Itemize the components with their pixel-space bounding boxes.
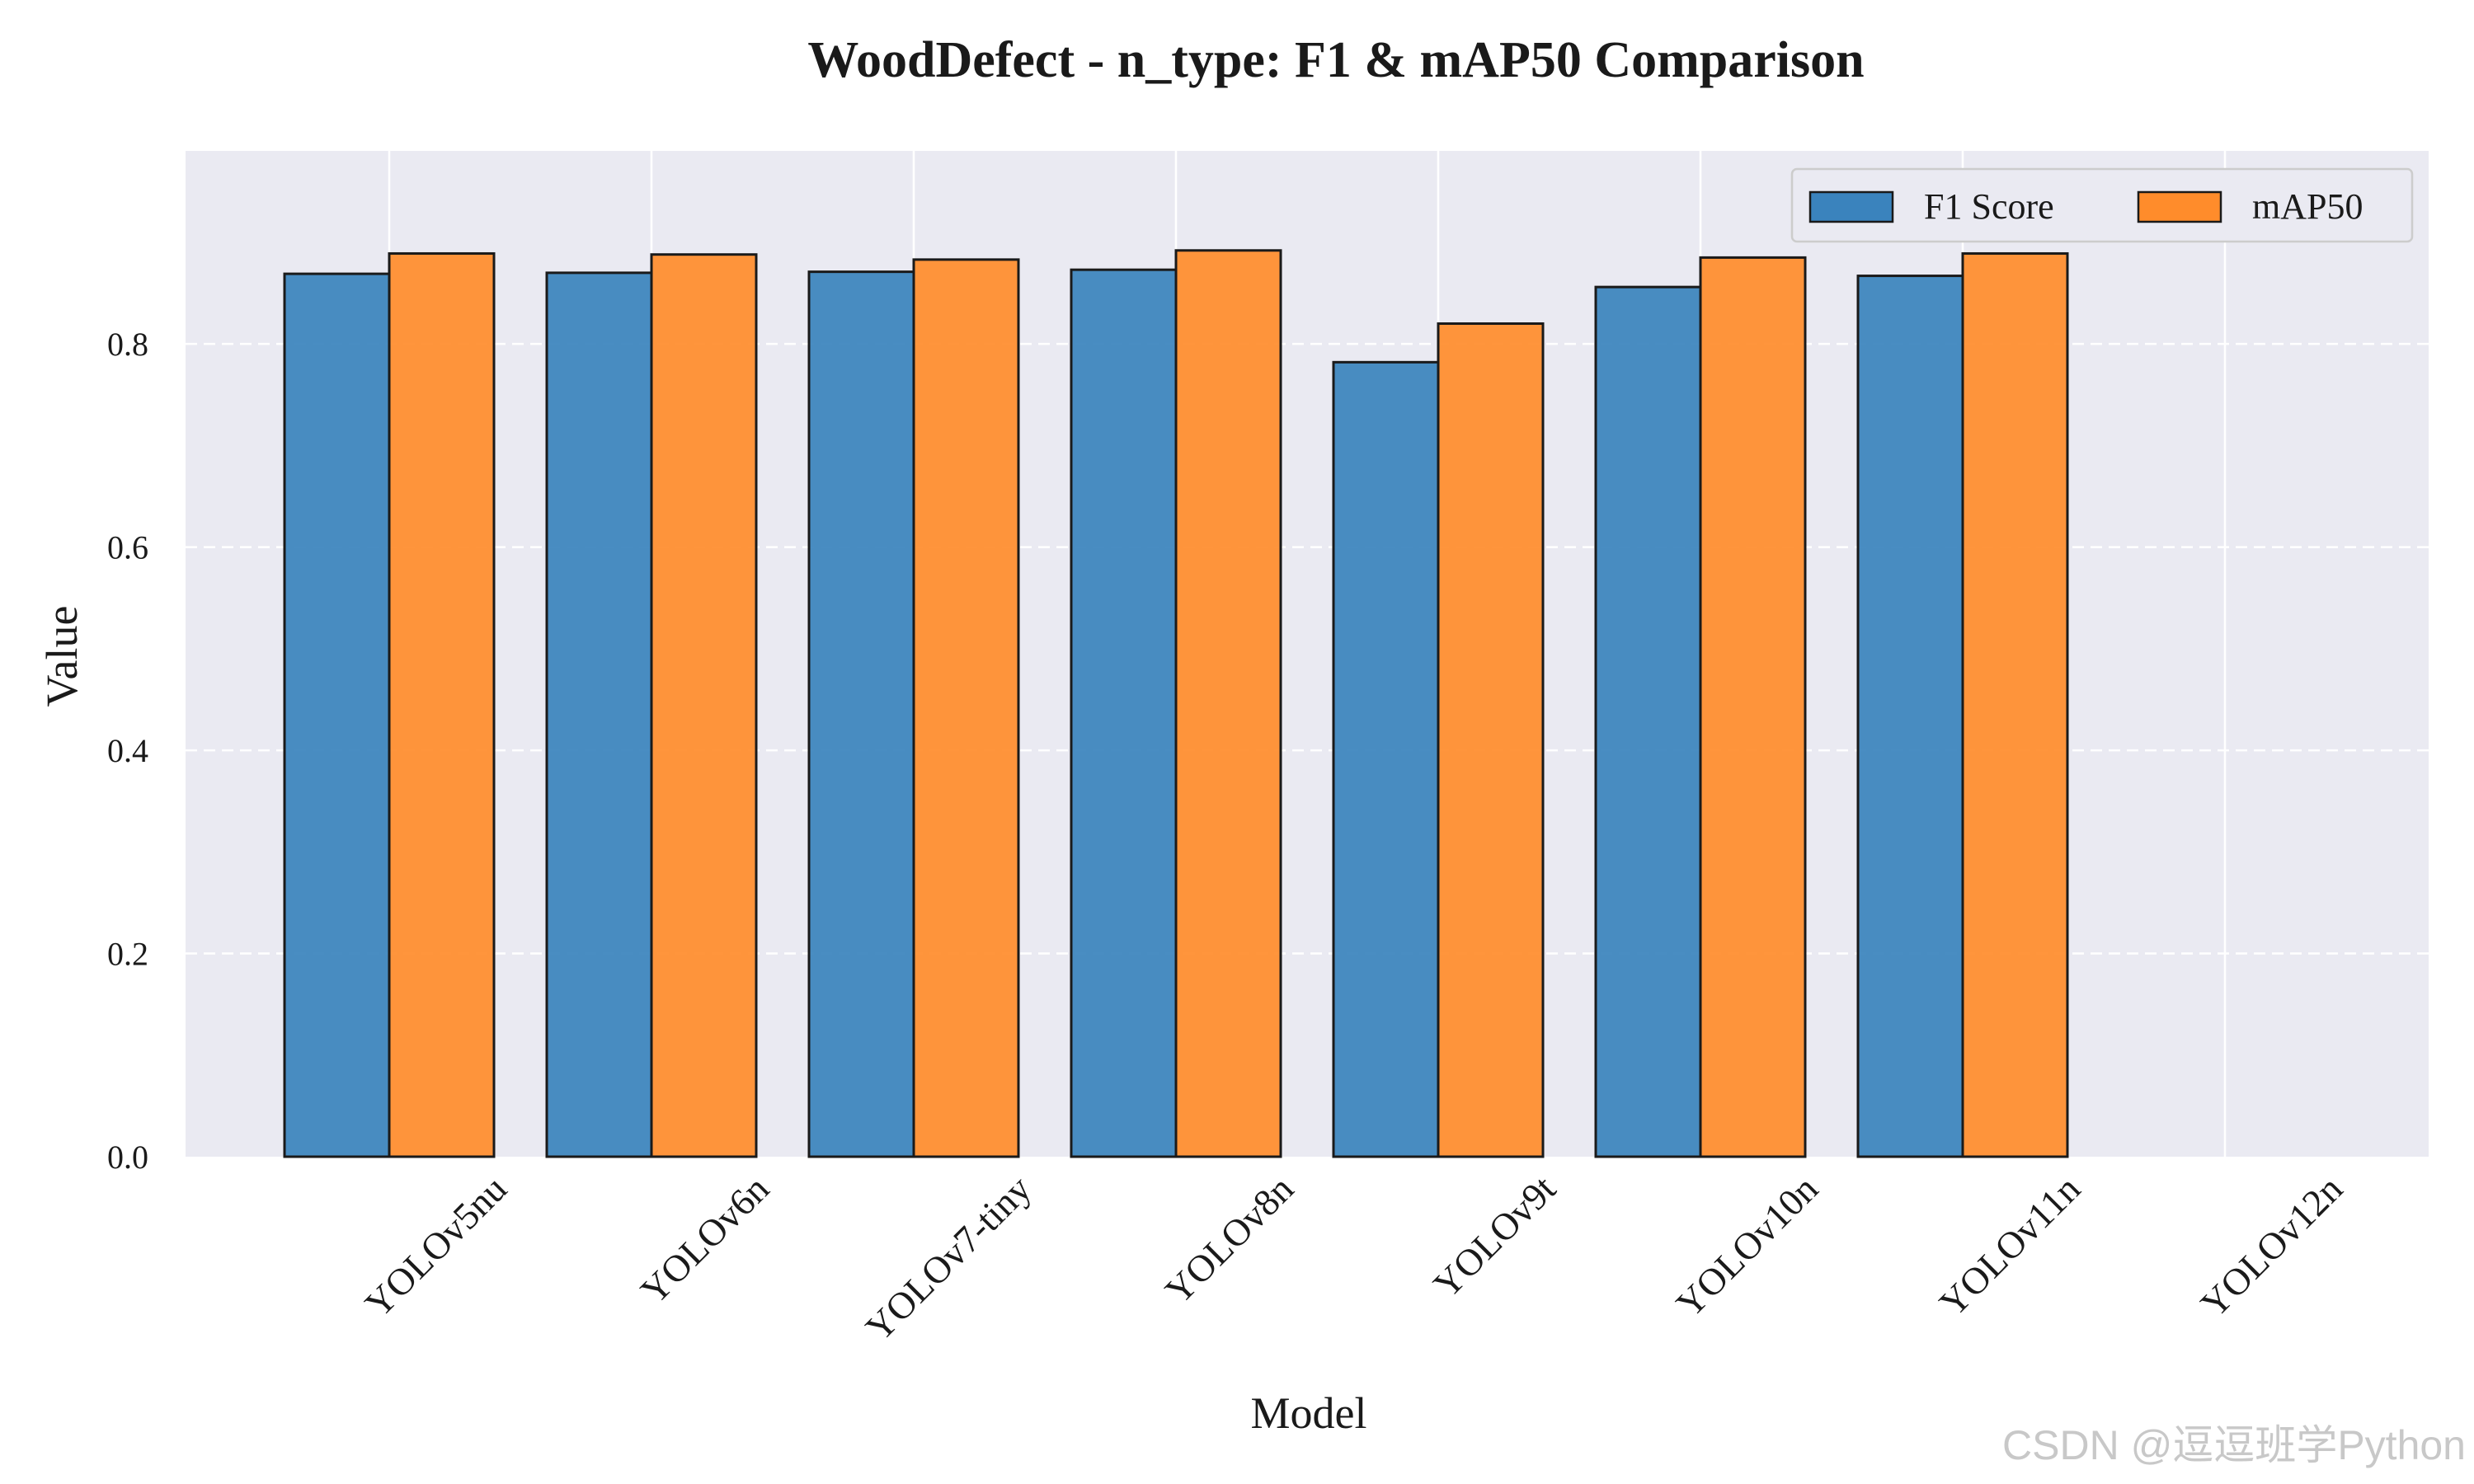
bar-f1-score — [807, 270, 915, 1158]
legend-label: mAP50 — [2252, 186, 2363, 227]
legend-swatch — [1808, 190, 1894, 223]
chart-title: WoodDefect - n_type: F1 & mAP50 Comparis… — [807, 32, 1864, 88]
x-tick-label: YOLOv8n — [1157, 1167, 1301, 1312]
x-tick-label: YOLOv12n — [2193, 1167, 2350, 1325]
plot-area — [186, 151, 2429, 1158]
y-tick-label: 0.8 — [107, 326, 148, 363]
y-axis-ticks: 0.0 0.2 0.4 0.6 0.8 — [107, 326, 148, 1176]
bar-f1-score — [1070, 268, 1178, 1158]
watermark: CSDN @逗逗班学Python — [2002, 1422, 2466, 1468]
plot-background — [186, 151, 2429, 1157]
legend-label: F1 Score — [1924, 186, 2054, 227]
legend-box — [1790, 167, 2414, 243]
x-axis-ticks: YOLOv5nu YOLOv6n YOLOv7-tiny YOLOv8n YOLOv9t… — [357, 1167, 2350, 1350]
bar-map50 — [1174, 249, 1282, 1158]
bar-f1-score — [1856, 275, 1964, 1158]
bar-f1-score — [1332, 360, 1440, 1158]
legend: F1 Score mAP50 — [1790, 167, 2414, 243]
x-tick-label: YOLOv9t — [1425, 1167, 1564, 1306]
x-tick-label: YOLOv11n — [1931, 1167, 2088, 1324]
x-tick-label: YOLOv5nu — [357, 1167, 515, 1325]
bar-f1-score — [545, 271, 653, 1158]
bar-map50 — [1437, 322, 1545, 1158]
bar-map50 — [388, 251, 496, 1158]
legend-swatch — [2137, 190, 2222, 223]
bar-f1-score — [1594, 285, 1702, 1158]
x-axis-label: Model — [1251, 1388, 1367, 1438]
x-tick-label: YOLOv10n — [1668, 1167, 1826, 1325]
y-tick-label: 0.6 — [107, 529, 148, 566]
y-tick-label: 0.0 — [107, 1139, 148, 1176]
y-tick-label: 0.4 — [107, 732, 148, 769]
bar-map50 — [1961, 251, 2069, 1158]
bar-map50 — [912, 258, 1020, 1158]
y-tick-label: 0.2 — [107, 936, 148, 973]
bar-f1-score — [283, 272, 391, 1158]
bar-map50 — [650, 253, 758, 1158]
y-axis-label: Value — [37, 606, 87, 707]
x-tick-label: YOLOv6n — [633, 1167, 777, 1312]
x-tick-label: YOLOv7-tiny — [858, 1167, 1039, 1349]
bar-map50 — [1699, 256, 1807, 1158]
